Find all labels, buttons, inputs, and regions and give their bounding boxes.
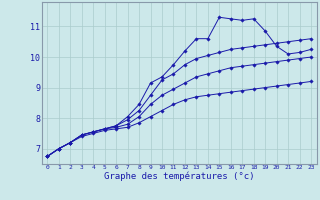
X-axis label: Graphe des températures (°c): Graphe des températures (°c) [104,172,254,181]
